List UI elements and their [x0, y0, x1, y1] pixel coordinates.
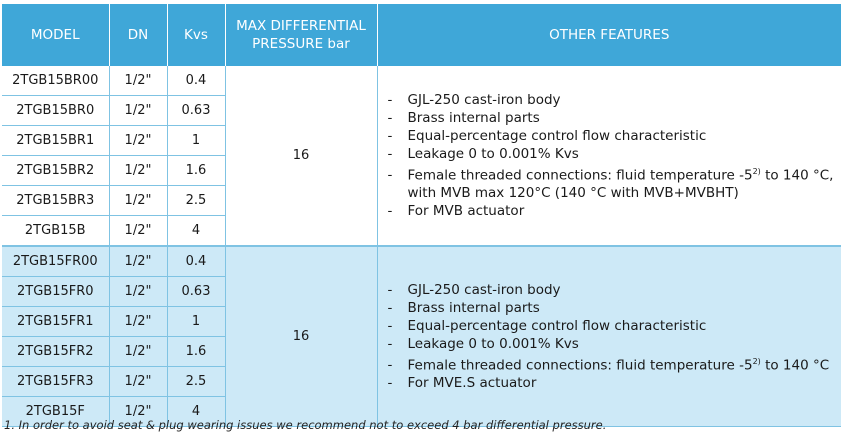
- dn-cell: 1/2": [109, 95, 168, 126]
- footnote: 1. In order to avoid seat & plug wearing…: [4, 418, 607, 432]
- dn-cell: 1/2": [109, 125, 168, 156]
- features-list: - GJL-250 cast-iron body - Brass internal …: [388, 281, 842, 393]
- dn-cell: 1/2": [109, 155, 168, 186]
- feature-item: - Leakage 0 to 0.001% Kvs: [387, 145, 579, 162]
- feature-item: - Leakage 0 to 0.001% Kvs: [387, 335, 579, 352]
- table-row: 2TGB15F 1/2" 4: [2, 396, 841, 427]
- dn-cell: 1/2": [109, 245, 168, 277]
- model-cell: 2TGB15BR00: [2, 66, 110, 96]
- dn-cell: 1/2": [109, 276, 168, 307]
- table-row: 2TGB15BR1 1/2" 1: [2, 125, 841, 156]
- kvs-cell: 4: [167, 215, 226, 247]
- feature-item: - GJL-250 cast-iron body: [387, 91, 561, 108]
- table-row: 2TGB15BR2 1/2" 1.6: [2, 155, 841, 186]
- feature-item: - Female threaded connections: fluid temp…: [387, 166, 834, 202]
- kvs-cell: 1: [167, 306, 226, 337]
- model-cell: 2TGB15BR0: [2, 95, 110, 126]
- feature-item: - Equal-percentage control flow character…: [387, 127, 707, 144]
- model-cell: 2TGB15BR2: [2, 155, 110, 186]
- kvs-cell: 0.63: [167, 276, 226, 307]
- kvs-cell: 4: [167, 396, 226, 427]
- group-fr: 2TGB15FR00 1/2" 0.4 16 - GJL-250 cast-iro…: [2, 245, 841, 427]
- table-row: 2TGB15FR1 1/2" 1: [2, 306, 841, 337]
- header-kvs: Kvs: [167, 4, 226, 66]
- table-row: 2TGB15B 1/2" 4: [2, 215, 841, 247]
- feature-item: - Brass internal parts: [387, 109, 540, 126]
- kvs-cell: 2.5: [167, 366, 226, 397]
- features-cell: - GJL-250 cast-iron body - Brass internal …: [377, 66, 842, 247]
- model-cell: 2TGB15B: [2, 215, 110, 247]
- feature-item: - GJL-250 cast-iron body: [387, 281, 561, 298]
- feature-item: - For MVE.S actuator: [387, 375, 537, 392]
- table-row: 2TGB15BR0 1/2" 0.63: [2, 95, 841, 126]
- table-row: 2TGB15FR2 1/2" 1.6: [2, 336, 841, 367]
- table-row: 2TGB15FR00 1/2" 0.4 16 - GJL-250 cast-iro…: [2, 245, 841, 427]
- model-cell: 2TGB15F: [2, 396, 110, 427]
- features-cell: - GJL-250 cast-iron body - Brass internal …: [377, 245, 842, 427]
- table-row: 2TGB15BR00 1/2" 0.4 16 - GJL-250 cast-iro…: [2, 66, 841, 247]
- dn-cell: 1/2": [109, 366, 168, 397]
- kvs-cell: 0.63: [167, 95, 226, 126]
- table-row: 2TGB15BR3 1/2" 2.5: [2, 185, 841, 216]
- feature-item: - For MVB actuator: [387, 203, 525, 220]
- dn-cell: 1/2": [109, 185, 168, 216]
- feature-item: - Brass internal parts: [387, 299, 540, 316]
- feature-item: - Female threaded connections: fluid temp…: [387, 356, 830, 374]
- kvs-cell: 1: [167, 125, 226, 156]
- group-br: 2TGB15BR00 1/2" 0.4 16 - GJL-250 cast-iro…: [2, 66, 841, 247]
- model-cell: 2TGB15FR1: [2, 306, 110, 337]
- header-dn: DN: [109, 4, 168, 66]
- header-model: MODEL: [2, 4, 110, 66]
- kvs-cell: 0.4: [167, 66, 226, 96]
- model-cell: 2TGB15FR0: [2, 276, 110, 307]
- model-cell: 2TGB15FR3: [2, 366, 110, 397]
- valve-spec-table: MODEL DN Kvs MAX DIFFERENTIAL PRESSURE ba…: [2, 4, 841, 427]
- model-cell: 2TGB15FR2: [2, 336, 110, 367]
- model-cell: 2TGB15BR3: [2, 185, 110, 216]
- kvs-cell: 1.6: [167, 155, 226, 186]
- max-diff-cell: 16: [225, 245, 378, 427]
- header-row: MODEL DN Kvs MAX DIFFERENTIAL PRESSURE ba…: [2, 4, 841, 66]
- table-row: 2TGB15FR3 1/2" 2.5: [2, 366, 841, 397]
- dn-cell: 1/2": [109, 396, 168, 427]
- dn-cell: 1/2": [109, 306, 168, 337]
- kvs-cell: 2.5: [167, 185, 226, 216]
- table-row: 2TGB15FR0 1/2" 0.63: [2, 276, 841, 307]
- model-cell: 2TGB15FR00: [2, 245, 110, 277]
- dn-cell: 1/2": [109, 66, 168, 96]
- features-list: - GJL-250 cast-iron body - Brass internal …: [388, 91, 842, 221]
- max-diff-cell: 16: [225, 66, 378, 247]
- header-max-diff-line1: MAX DIFFERENTIAL: [236, 18, 366, 34]
- feature-item: - Equal-percentage control flow character…: [387, 317, 707, 334]
- header-other-features: OTHER FEATURES: [377, 4, 841, 66]
- dn-cell: 1/2": [109, 215, 168, 247]
- dn-cell: 1/2": [109, 336, 168, 367]
- kvs-cell: 1.6: [167, 336, 226, 367]
- header-max-differential: MAX DIFFERENTIAL PRESSURE bar: [225, 4, 378, 66]
- kvs-cell: 0.4: [167, 245, 226, 277]
- model-cell: 2TGB15BR1: [2, 125, 110, 156]
- header-max-diff-line2: PRESSURE bar: [252, 36, 350, 52]
